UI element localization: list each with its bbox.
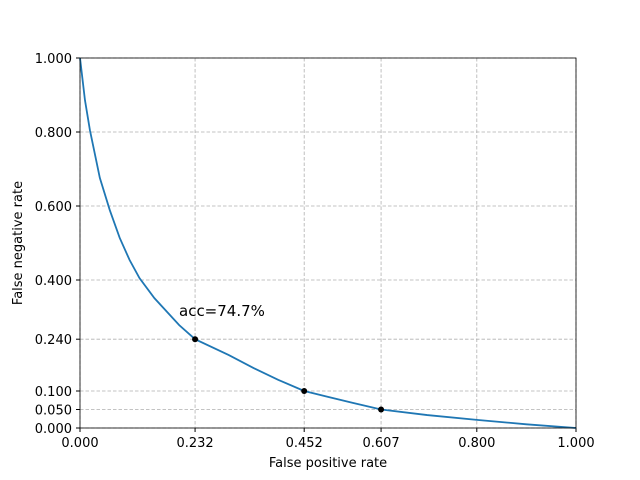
y-tick-label: 0.000 [35, 422, 72, 437]
marker [192, 336, 199, 343]
y-tick-label: 0.050 [35, 404, 72, 419]
y-tick-label: 0.240 [35, 333, 72, 348]
x-axis-label: False positive rate [269, 456, 387, 471]
x-tick-label: 0.800 [458, 436, 495, 451]
y-tick-label: 1.000 [35, 52, 72, 67]
y-tick-label: 0.600 [35, 200, 72, 215]
y-tick-label: 0.400 [35, 274, 72, 289]
line [79, 57, 577, 429]
x-tick-label: 0.452 [286, 436, 323, 451]
y-tick-label: 0.800 [35, 126, 72, 141]
x-tick-label: 0.232 [176, 436, 213, 451]
marker [301, 388, 308, 394]
x-tick-label: 0.000 [61, 436, 98, 451]
plot-frame [79, 57, 577, 429]
annotation: acc=74.7% [179, 302, 265, 320]
x-tick-label: 1.000 [557, 436, 594, 451]
y-axis-label: False negative rate [11, 181, 26, 305]
x-tick-label: 0.607 [362, 436, 399, 451]
marker [378, 406, 385, 413]
y-tick-label: 0.100 [35, 385, 72, 400]
